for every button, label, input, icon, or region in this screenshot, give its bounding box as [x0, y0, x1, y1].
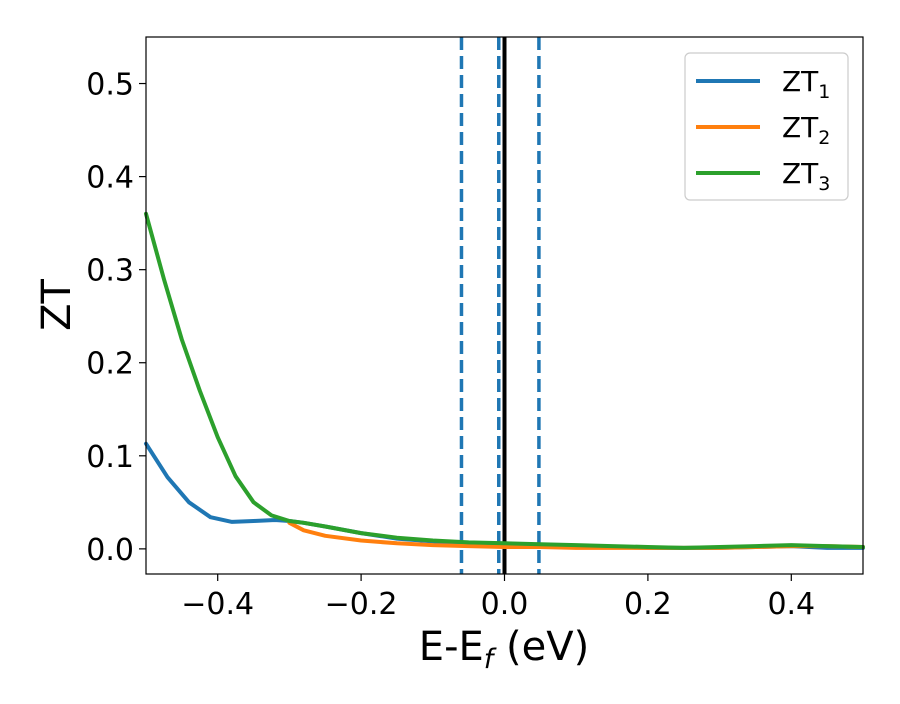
legend-box [684, 52, 849, 201]
x-tick-label: 0.2 [624, 587, 672, 622]
vertical-reference-lines [459, 37, 541, 574]
y-tick-label: 0.2 [86, 347, 134, 382]
x-tick-label: −0.4 [181, 587, 254, 622]
y-tick-label: 0.4 [86, 161, 134, 196]
y-axis-label: ZT [34, 279, 80, 331]
x-axis-label-unit: (eV) [493, 624, 589, 670]
x-tick-label: 0.0 [481, 587, 529, 622]
legend-label-zt1: ZT1 [782, 65, 830, 103]
series-lines [144, 211, 865, 550]
x-axis-label: E-Ef (eV) [419, 624, 589, 675]
y-tick-label: 0.0 [86, 533, 134, 568]
y-tick-label: 0.3 [86, 254, 134, 289]
y-ticks: 0.0 0.1 0.2 0.3 0.4 0.5 [86, 68, 146, 568]
series-line-zt3 [144, 211, 865, 550]
x-tick-label: −0.2 [325, 587, 398, 622]
x-tick-label: 0.4 [767, 587, 815, 622]
x-ticks: −0.4 −0.2 0.0 0.2 0.4 [181, 574, 815, 622]
legend: ZT1 ZT2 ZT3 [684, 52, 849, 201]
y-tick-label: 0.5 [86, 68, 134, 103]
legend-label-zt3: ZT3 [782, 157, 830, 195]
y-tick-label: 0.1 [86, 440, 134, 475]
legend-label-zt2: ZT2 [782, 111, 830, 149]
